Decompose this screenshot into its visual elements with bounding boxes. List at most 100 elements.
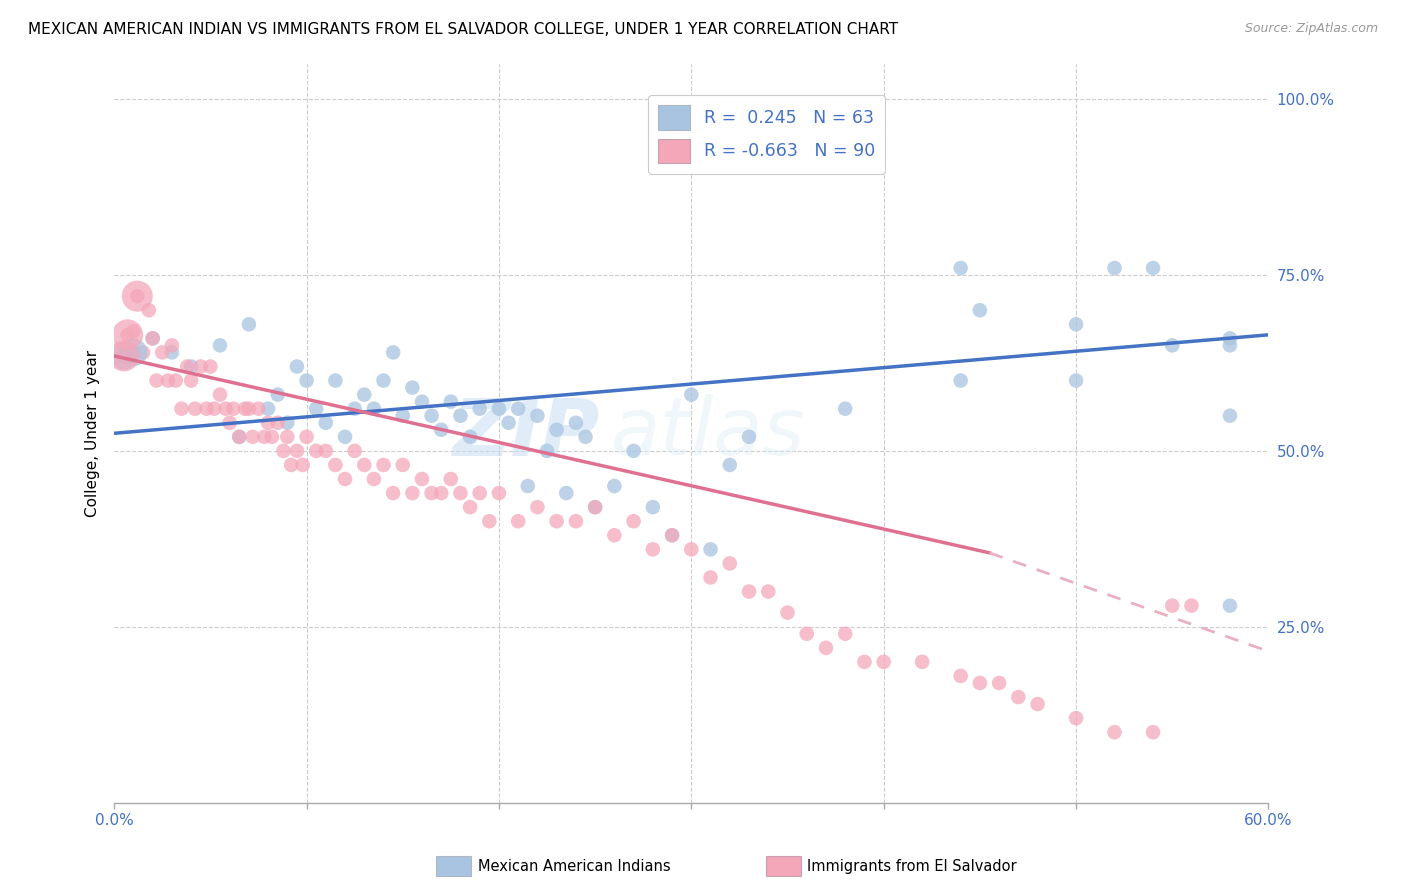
Point — [247, 401, 270, 416]
Point — [363, 472, 385, 486]
Point — [295, 374, 318, 388]
Point — [1219, 409, 1241, 423]
Point — [641, 500, 664, 515]
Text: ZIP: ZIP — [451, 394, 599, 472]
Point — [1064, 711, 1087, 725]
Point — [200, 359, 222, 374]
Point — [718, 557, 741, 571]
Point — [420, 409, 443, 423]
Text: MEXICAN AMERICAN INDIAN VS IMMIGRANTS FROM EL SALVADOR COLLEGE, UNDER 1 YEAR COR: MEXICAN AMERICAN INDIAN VS IMMIGRANTS FR… — [28, 22, 898, 37]
Point — [468, 486, 491, 500]
Point — [267, 416, 290, 430]
Point — [536, 443, 558, 458]
Point — [273, 443, 295, 458]
Point — [508, 401, 530, 416]
Point — [112, 349, 135, 363]
Point — [267, 387, 290, 401]
Point — [488, 401, 510, 416]
Point — [583, 500, 606, 515]
Point — [343, 401, 366, 416]
Point — [1064, 318, 1087, 332]
Text: Mexican American Indians: Mexican American Indians — [478, 859, 671, 873]
Point — [969, 676, 991, 690]
Point — [260, 430, 283, 444]
Point — [132, 345, 155, 359]
Point — [776, 606, 799, 620]
Point — [949, 260, 972, 275]
Point — [257, 401, 280, 416]
Point — [1219, 331, 1241, 345]
Point — [411, 472, 433, 486]
Point — [295, 430, 318, 444]
Point — [555, 486, 578, 500]
Point — [911, 655, 934, 669]
Point — [853, 655, 876, 669]
Point — [681, 387, 703, 401]
Point — [176, 359, 198, 374]
Point — [343, 443, 366, 458]
Point — [363, 401, 385, 416]
Point — [165, 374, 187, 388]
Point — [1142, 260, 1164, 275]
Point — [814, 640, 837, 655]
Point — [228, 430, 250, 444]
Point — [353, 458, 375, 472]
Point — [276, 430, 298, 444]
Point — [160, 345, 183, 359]
Point — [449, 486, 471, 500]
Point — [184, 401, 207, 416]
Point — [382, 345, 405, 359]
Point — [583, 500, 606, 515]
Point — [1180, 599, 1202, 613]
Point — [218, 416, 240, 430]
Point — [112, 349, 135, 363]
Point — [112, 349, 135, 363]
Point — [873, 655, 896, 669]
Point — [127, 289, 149, 303]
Point — [699, 542, 721, 557]
Point — [574, 430, 596, 444]
Point — [122, 324, 145, 338]
Point — [373, 458, 395, 472]
Point — [738, 430, 761, 444]
Y-axis label: College, Under 1 year: College, Under 1 year — [86, 350, 100, 516]
Point — [1026, 697, 1049, 711]
Point — [233, 401, 256, 416]
Point — [468, 401, 491, 416]
Point — [949, 374, 972, 388]
Point — [117, 327, 139, 342]
Point — [440, 472, 463, 486]
Point — [458, 430, 481, 444]
Point — [430, 423, 453, 437]
Point — [391, 409, 413, 423]
Point — [112, 349, 135, 363]
Point — [142, 331, 165, 345]
Point — [796, 626, 818, 640]
Point — [458, 500, 481, 515]
Text: atlas: atlas — [610, 394, 806, 472]
Point — [391, 458, 413, 472]
Point — [145, 374, 167, 388]
Point — [401, 486, 423, 500]
Point — [565, 514, 588, 528]
Point — [285, 443, 308, 458]
Point — [325, 458, 347, 472]
Point — [333, 430, 356, 444]
Point — [834, 626, 856, 640]
Point — [603, 479, 626, 493]
Point — [315, 416, 337, 430]
Point — [195, 401, 218, 416]
Point — [681, 542, 703, 557]
Point — [333, 472, 356, 486]
Point — [208, 338, 231, 352]
Point — [285, 359, 308, 374]
Point — [242, 430, 264, 444]
Point — [353, 387, 375, 401]
Point — [1219, 599, 1241, 613]
Point — [305, 443, 328, 458]
Point — [661, 528, 683, 542]
Point — [401, 381, 423, 395]
Point — [834, 401, 856, 416]
Point — [160, 338, 183, 352]
Point — [623, 514, 645, 528]
